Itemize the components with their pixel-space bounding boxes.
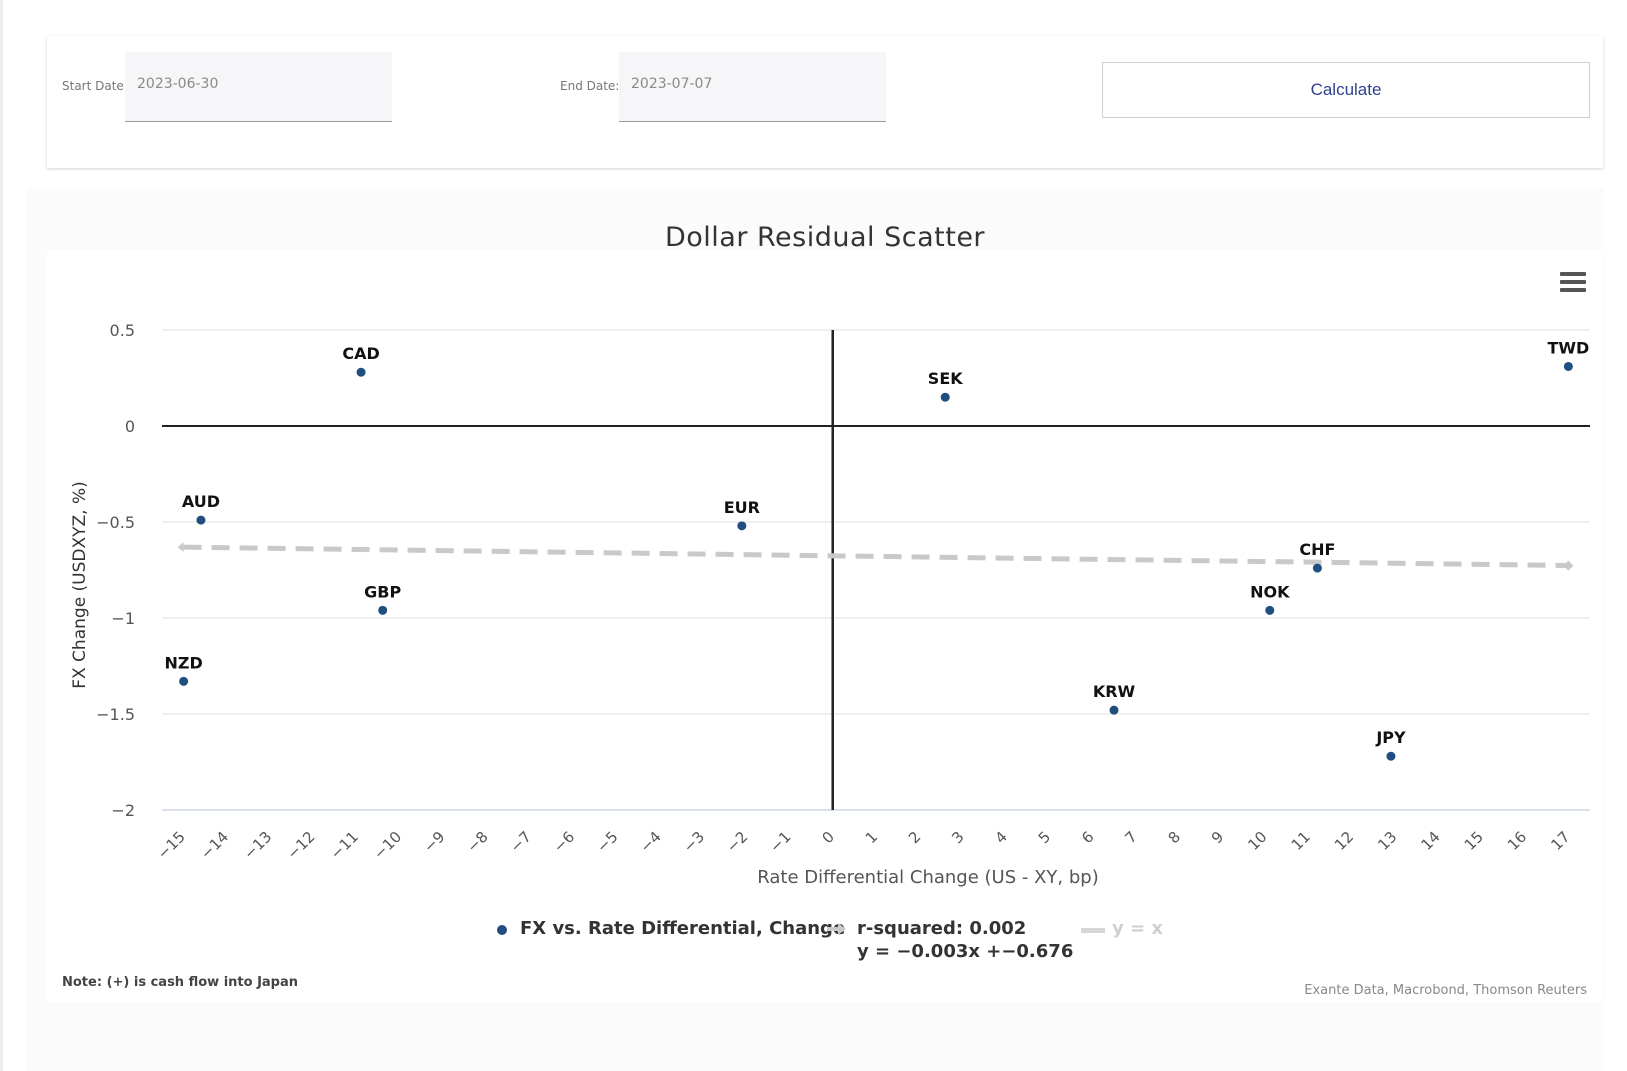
scatter-label-eur: EUR (724, 498, 760, 517)
x-tick-label: 17 (1547, 828, 1573, 854)
x-tick-label: 6 (1078, 828, 1097, 847)
scatter-point-jpy (1386, 751, 1396, 761)
regression-start-marker (177, 542, 184, 553)
x-tick-label: −5 (593, 828, 621, 856)
x-tick-label: 7 (1121, 828, 1140, 847)
scatter-label-krw: KRW (1093, 682, 1136, 701)
x-tick-label: −11 (327, 828, 362, 863)
scatter-point-chf (1312, 563, 1322, 573)
start-date-input[interactable] (125, 52, 392, 122)
scatter-label-jpy: JPY (1375, 728, 1406, 747)
regression-end-marker (1563, 560, 1574, 571)
chart-plot-background (47, 250, 1603, 1002)
scatter-label-chf: CHF (1299, 540, 1335, 559)
x-tick-label: 11 (1288, 828, 1314, 854)
legend-series-regression[interactable]: r-squared: 0.002 (857, 918, 1027, 939)
scatter-label-sek: SEK (928, 369, 963, 388)
hamburger-menu-icon[interactable] (1559, 272, 1587, 296)
x-tick-label: 0 (818, 828, 837, 847)
y-tick-label: −0.5 (96, 513, 135, 532)
chart-title: Dollar Residual Scatter (664, 222, 986, 253)
x-tick-label: −4 (636, 828, 664, 856)
x-tick-label: 2 (905, 828, 924, 847)
x-tick-label: 16 (1504, 828, 1530, 854)
legend-dot-marker (497, 925, 507, 935)
x-tick-label: −3 (680, 828, 708, 856)
date-form-card: Start Date: End Date: Calculate (47, 36, 1603, 168)
legend-regression-equation: y = −0.003x +−0.676 (857, 941, 1074, 962)
x-tick-label: −14 (197, 828, 232, 863)
start-date-label: Start Date: (62, 79, 128, 93)
y-tick-label: −1 (111, 609, 135, 628)
x-tick-label: −7 (507, 828, 535, 856)
scatter-label-nok: NOK (1250, 582, 1290, 601)
scatter-label-cad: CAD (342, 344, 379, 363)
y-tick-label: 0 (125, 417, 135, 436)
y-axis-title: FX Change (USDXYZ, %) (70, 481, 90, 689)
scatter-label-aud: AUD (182, 492, 220, 511)
end-date-label: End Date: (560, 79, 620, 93)
x-tick-label: 12 (1331, 828, 1357, 854)
scatter-point-sek (940, 392, 950, 402)
scatter-point-eur (737, 521, 747, 531)
regression-line (183, 544, 1569, 569)
calculate-button[interactable]: Calculate (1102, 62, 1590, 118)
x-tick-label: −1 (766, 828, 794, 856)
legend-series-yx[interactable]: y = x (1112, 918, 1163, 939)
scatter-point-gbp (378, 605, 388, 615)
scatter-point-aud (196, 515, 206, 525)
x-tick-label: 1 (862, 828, 881, 847)
page-left-border (0, 0, 3, 1071)
y-tick-label: 0.5 (110, 321, 135, 340)
x-tick-label: 3 (948, 828, 967, 847)
x-tick-label: −13 (240, 828, 275, 863)
x-tick-label: 14 (1417, 828, 1443, 854)
x-tick-label: −2 (723, 828, 751, 856)
x-tick-label: 9 (1208, 828, 1227, 847)
x-tick-label: 8 (1165, 828, 1184, 847)
y-tick-label: −2 (111, 801, 135, 820)
x-tick-label: −6 (550, 828, 578, 856)
x-axis-title: Rate Differential Change (US - XY, bp) (757, 867, 1098, 888)
x-tick-label: 13 (1374, 828, 1400, 854)
x-tick-label: 15 (1461, 828, 1487, 854)
x-tick-label: −10 (370, 828, 405, 863)
scatter-label-nzd: NZD (164, 653, 202, 672)
scatter-point-cad (356, 367, 366, 377)
y-tick-label: −1.5 (96, 705, 135, 724)
legend-line-marker (1081, 928, 1105, 933)
x-tick-label: 5 (1035, 828, 1054, 847)
x-tick-label: 4 (992, 828, 1011, 847)
scatter-point-twd (1563, 361, 1573, 371)
scatter-label-gbp: GBP (364, 582, 401, 601)
legend-series-fx[interactable]: FX vs. Rate Differential, Change (520, 918, 846, 939)
x-tick-label: −8 (463, 828, 491, 856)
chart-legend: FX vs. Rate Differential, Change r-squar… (0, 918, 1627, 978)
end-date-input[interactable] (619, 52, 886, 122)
scatter-point-nzd (179, 676, 189, 686)
x-tick-label: −9 (420, 828, 448, 856)
chart-note: Note: (+) is cash flow into Japan (62, 975, 299, 990)
scatter-label-twd: TWD (1547, 338, 1589, 357)
x-tick-label: −12 (284, 828, 319, 863)
chart-credits: Exante Data, Macrobond, Thomson Reuters (1304, 983, 1587, 998)
x-tick-label: 10 (1244, 828, 1270, 854)
scatter-point-krw (1109, 705, 1119, 715)
legend-arrow-icon (827, 923, 846, 935)
x-tick-label: −15 (154, 828, 189, 863)
scatter-point-nok (1265, 605, 1275, 615)
